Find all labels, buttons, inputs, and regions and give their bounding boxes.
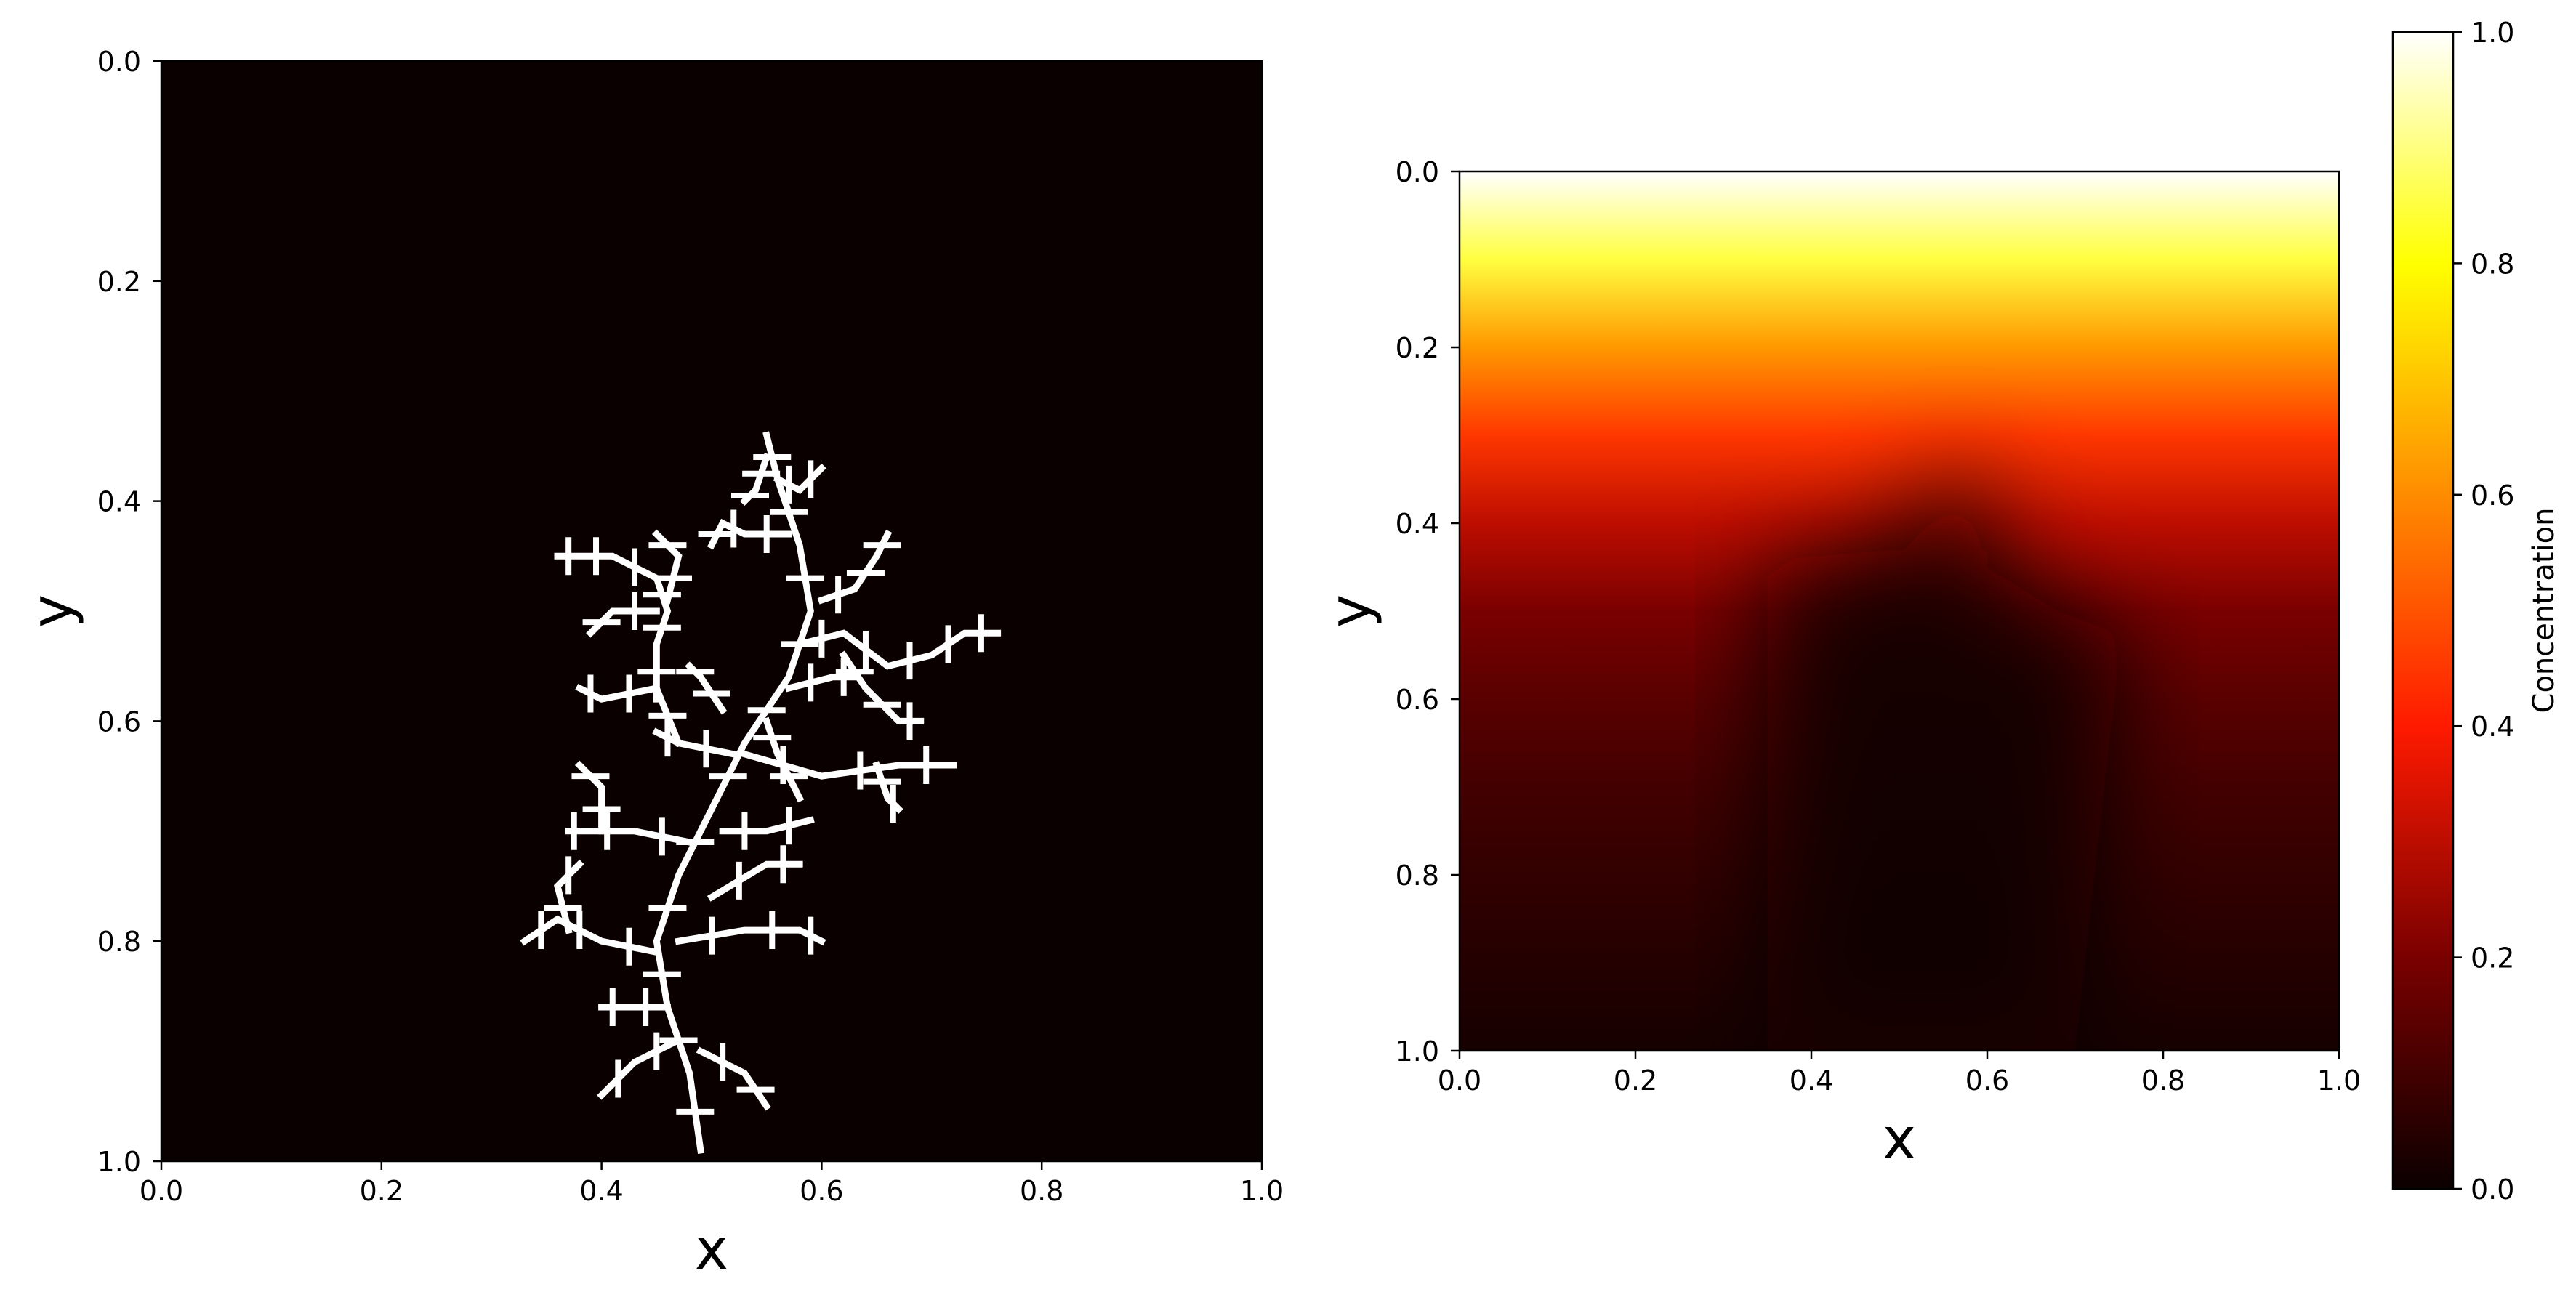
concentration-x-tick-label: 1.0 — [2317, 1065, 2361, 1097]
cluster-branch — [784, 674, 858, 693]
cluster-x-tick-label: 0.6 — [800, 1175, 843, 1207]
concentration-x-tick-label: 0.8 — [2141, 1065, 2185, 1097]
cluster-branch — [554, 859, 584, 934]
colorbar-tick-label: 0.6 — [2471, 480, 2514, 512]
cluster-branch — [574, 760, 605, 835]
concentration-plot-frame — [1458, 170, 2340, 1052]
cluster-y-axis-ticks: 0.0 0.2 0.4 0.6 0.8 1.0 — [97, 46, 161, 1178]
colorbar-tick-label: 0.8 — [2471, 248, 2514, 280]
cluster-branch — [773, 463, 826, 494]
concentration-y-tick-label: 1.0 — [1396, 1035, 1439, 1067]
colorbar-label: Concentration — [2527, 508, 2561, 714]
colorbar-gradient — [2391, 31, 2455, 1190]
cluster-y-tick-label: 0.4 — [97, 486, 141, 518]
cluster-branch — [762, 716, 805, 803]
cluster-panel: 0.0 0.2 0.4 0.6 0.8 1.0 0.00.20.40.60.81.0 x … — [20, 46, 1284, 1283]
cluster-x-tick-label: 0.4 — [579, 1175, 623, 1207]
cluster-x-axis-label: x — [695, 1217, 728, 1283]
colorbar: 0.0 0.2 0.4 0.6 0.8 1.0 Concentration — [2391, 17, 2561, 1206]
cluster-y-axis-label: y — [20, 594, 85, 628]
cluster-y-tick-label: 0.6 — [97, 706, 141, 738]
concentration-y-tick-label: 0.2 — [1396, 332, 1439, 364]
concentration-y-tick-label: 0.8 — [1396, 860, 1439, 892]
cluster-branch — [586, 607, 660, 638]
cluster-y-tick-label: 0.0 — [97, 46, 141, 78]
concentration-x-tick-label: 0.6 — [1965, 1065, 2009, 1097]
concentration-x-tick-label: 0.0 — [1438, 1065, 1481, 1097]
cluster-branch — [651, 529, 683, 605]
cluster-plot-frame — [160, 60, 1263, 1163]
cluster-branch — [719, 816, 815, 835]
cluster-y-tick-label: 1.0 — [97, 1146, 141, 1178]
cluster-x-tick-label: 0.2 — [360, 1175, 403, 1207]
cluster-branch — [696, 1046, 771, 1111]
concentration-y-tick-label: 0.0 — [1396, 156, 1439, 188]
colorbar-tick-label: 1.0 — [2471, 17, 2514, 49]
concentration-x-axis-ticks: 0.0 0.2 0.4 0.6 0.8 1.0 — [1438, 1051, 2361, 1097]
cluster-x-tick-label: 0.0 — [140, 1175, 183, 1207]
concentration-panel: 0.0 0.2 0.4 0.6 0.8 1.0 0.00.20.40.60.81.0 x … — [1318, 156, 2361, 1172]
concentration-y-tick-label: 0.6 — [1396, 684, 1439, 716]
concentration-y-axis-label: y — [1318, 594, 1383, 628]
colorbar-tick-label: 0.4 — [2471, 711, 2514, 743]
cluster-x-tick-label: 1.0 — [1240, 1175, 1284, 1207]
dla-cluster — [520, 431, 1002, 1154]
concentration-x-tick-label: 0.4 — [1790, 1065, 1833, 1097]
depleted-region — [1767, 470, 2128, 1051]
cluster-x-tick-label: 0.8 — [1020, 1175, 1063, 1207]
cluster-y-tick-label: 0.2 — [97, 266, 141, 298]
cluster-y-tick-label: 0.8 — [97, 926, 141, 958]
concentration-y-axis-ticks: 0.0 0.2 0.4 0.6 0.8 1.0 — [1396, 156, 1460, 1067]
concentration-x-tick-label: 0.2 — [1614, 1065, 1657, 1097]
concentration-x-axis-label: x — [1883, 1107, 1916, 1172]
cluster-branch — [597, 1035, 683, 1100]
cluster-branch — [707, 860, 803, 902]
concentration-y-tick-label: 0.4 — [1396, 508, 1439, 540]
cluster-plot-background — [161, 61, 1262, 1161]
cluster-x-axis-ticks: 0.0 0.2 0.4 0.6 0.8 1.0 — [140, 1161, 1284, 1207]
colorbar-tick-label: 0.0 — [2471, 1174, 2514, 1206]
colorbar-tick-label: 0.2 — [2471, 942, 2514, 974]
colorbar-ticks: 0.0 0.2 0.4 0.6 0.8 1.0 — [2453, 17, 2514, 1206]
